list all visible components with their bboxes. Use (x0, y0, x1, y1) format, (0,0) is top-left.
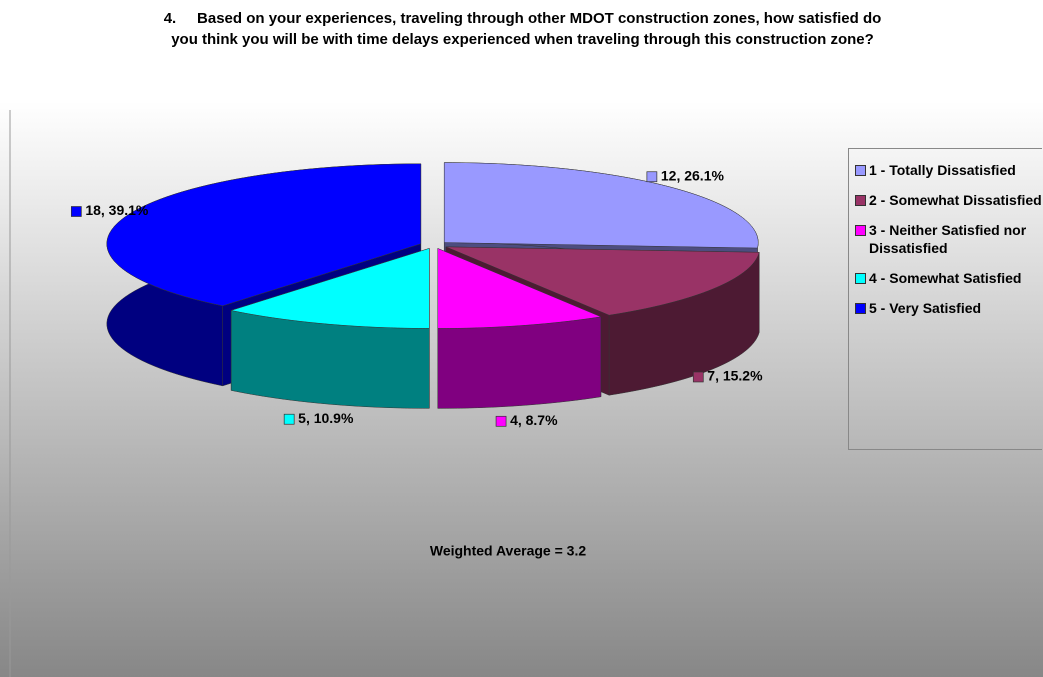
chart-title: 4. Based on your experiences, traveling … (163, 10, 886, 48)
legend-item: 1 - Totally Dissatisfied (855, 161, 1042, 179)
legend-key (855, 165, 866, 176)
data-label: 4, 8.7% (510, 412, 558, 428)
data-label: 12, 26.1% (661, 167, 725, 183)
legend-key (855, 303, 866, 314)
data-label: 18, 39.1% (85, 202, 149, 218)
slice-wall (437, 316, 602, 409)
legend-key (855, 225, 866, 236)
data-label: 5, 10.9% (298, 410, 354, 426)
label-key (692, 371, 704, 383)
data-label: 7, 15.2% (707, 368, 763, 384)
legend-key (855, 273, 866, 284)
legend-item: 5 - Very Satisfied (855, 299, 1042, 317)
legend-item: 2 - Somewhat Dissatisfied (855, 191, 1042, 209)
legend-key (855, 195, 866, 206)
label-key (495, 415, 507, 427)
label-key (283, 413, 295, 425)
data-label-group: 7, 15.2% (692, 368, 763, 384)
legend-label: 4 - Somewhat Satisfied (869, 270, 1022, 286)
legend-label: 1 - Totally Dissatisfied (869, 162, 1016, 178)
legend-item: 4 - Somewhat Satisfied (855, 269, 1042, 287)
legend-label: 3 - Neither Satisfied nor Dissatisfied (869, 222, 1027, 256)
legend-label: 2 - Somewhat Dissatisfied (869, 192, 1042, 208)
data-label-group: 12, 26.1% (646, 167, 725, 183)
data-label-group: 4, 8.7% (495, 412, 558, 428)
slice (445, 246, 760, 316)
annotation: Weighted Average = 3.2 (430, 543, 586, 559)
label-key (70, 206, 82, 217)
legend: 1 - Totally Dissatisfied 2 - Somewhat Dis… (848, 148, 1042, 450)
legend-item: 3 - Neither Satisfied nor Dissatisfied (855, 221, 1042, 257)
slice (230, 248, 430, 329)
label-key (646, 171, 658, 183)
slice (106, 163, 422, 307)
data-label-group: 18, 39.1% (70, 202, 149, 218)
data-label-group: 5, 10.9% (283, 410, 354, 426)
slice (437, 248, 602, 329)
slice (443, 162, 759, 249)
legend-label: 5 - Very Satisfied (869, 300, 982, 316)
